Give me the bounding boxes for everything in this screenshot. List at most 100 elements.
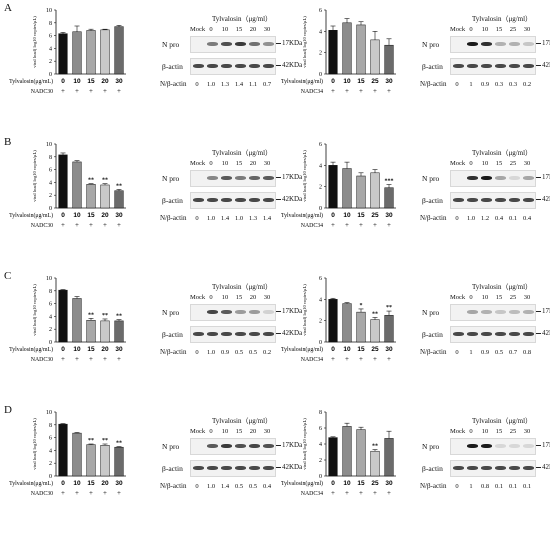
y-tick-label: 10: [46, 410, 52, 416]
n-pro-strip: [450, 304, 536, 321]
y-axis-label: viral load( log10 copies/μL): [32, 418, 37, 470]
marker-tick: [536, 43, 541, 44]
y-tick-label: 8: [49, 21, 52, 27]
y-tick-label: 6: [319, 142, 322, 148]
treatment-plus: +: [359, 489, 363, 497]
treatment-plus: +: [359, 221, 363, 229]
row-label-n-pro: N pro: [422, 40, 440, 49]
marker-tick: [276, 177, 281, 178]
y-tick-label: 8: [319, 410, 322, 416]
bar: [114, 190, 124, 209]
ratio-label: N/β-actin: [160, 214, 187, 222]
beta-actin-band: [494, 332, 506, 336]
ratio-value: 0.9: [480, 81, 490, 88]
marker-tick: [536, 333, 541, 334]
beta-actin-band: [234, 198, 246, 202]
bar: [384, 44, 394, 75]
bar: [328, 165, 338, 209]
x-tick-label: 0: [331, 212, 335, 219]
bar-chart-nadc30: 0 2 4 6 8 10 viral load( log10 copies/μL) 0 +10 +…: [9, 6, 138, 131]
bar-chart-nadc34: 0 2 4 6 viral load( log10 copies/μL) 0 +10 +15 +…: [281, 140, 408, 265]
marker-tick: [276, 65, 281, 66]
ratio-value: 0.5: [248, 349, 258, 356]
y-tick-label: 0: [49, 340, 52, 346]
ratio-value: 0.2: [522, 81, 532, 88]
treatment-plus: +: [61, 489, 65, 497]
lane-label: 20: [249, 26, 257, 33]
dose-label: Tylvalosin(μg/ml): [281, 78, 323, 85]
ratio-value: 0.3: [494, 81, 504, 88]
marker-tick: [536, 177, 541, 178]
blot-title: Tylvalosin（μg/ml）: [472, 149, 533, 157]
marker-42kd: 42KD: [542, 195, 550, 203]
lane-label: 0: [469, 26, 473, 33]
x-tick-label: 0: [331, 346, 335, 353]
significance-label: *: [360, 303, 363, 309]
n-pro-strip: [190, 36, 276, 53]
significance-label: **: [372, 311, 378, 317]
row-label-beta-actin: β-actin: [422, 196, 443, 205]
bar: [356, 175, 366, 209]
beta-actin-band: [248, 466, 260, 470]
marker-tick: [276, 333, 281, 334]
strain-label: NADC30: [31, 89, 53, 95]
y-tick-label: 2: [319, 458, 322, 464]
dose-label: Tylvalosin(μg/ml): [281, 346, 323, 353]
lane-label: Mock: [190, 160, 206, 167]
beta-actin-band: [234, 332, 246, 336]
bar: [384, 187, 394, 209]
ratio-value: 0.3: [508, 81, 518, 88]
treatment-plus: +: [117, 221, 121, 229]
ratio-label: N/β-actin: [160, 482, 187, 490]
bar: [114, 320, 124, 343]
western-blot-nadc30: Tylvalosin（μg/ml） Mock 0 10 15 20 30 N pro 17KDa…: [160, 148, 302, 258]
treatment-plus: +: [387, 221, 391, 229]
treatment-plus: +: [345, 355, 349, 363]
marker-42kd: 42KD: [542, 463, 550, 471]
ratio-value: 1.0: [206, 215, 216, 222]
lane-label: 10: [481, 26, 489, 33]
y-tick-label: 10: [46, 276, 52, 282]
ratio-value: 0.4: [522, 215, 532, 222]
bar: [72, 161, 82, 209]
bar: [72, 31, 82, 75]
n-pro-band: [206, 444, 218, 448]
x-tick-label: 10: [343, 346, 351, 353]
lane-label: Mock: [450, 160, 466, 167]
lane-label: Mock: [190, 294, 206, 301]
x-tick-label: 0: [61, 346, 65, 353]
blot-title: Tylvalosin（μg/ml）: [212, 283, 273, 291]
n-pro-band: [522, 176, 534, 180]
ratio-value: 1.4: [220, 483, 230, 490]
treatment-plus: +: [373, 489, 377, 497]
significance-label: **: [102, 438, 108, 444]
treatment-plus: +: [331, 87, 335, 95]
lane-label: 10: [221, 26, 229, 33]
x-tick-label: 15: [87, 480, 95, 487]
n-pro-band: [206, 310, 218, 314]
beta-actin-band: [480, 198, 492, 202]
x-tick-label: 10: [73, 346, 81, 353]
lane-label: 25: [509, 26, 517, 33]
bar: [86, 184, 96, 209]
treatment-plus: +: [331, 221, 335, 229]
y-tick-label: 8: [49, 423, 52, 429]
y-tick-label: 8: [49, 155, 52, 161]
beta-actin-band: [248, 198, 260, 202]
blot-title: Tylvalosin（μg/ml）: [472, 15, 533, 23]
y-tick-label: 6: [49, 302, 52, 308]
beta-actin-band: [508, 64, 520, 68]
ratio-value: 0.5: [494, 349, 504, 356]
n-pro-band: [494, 310, 506, 314]
lane-label: 30: [263, 294, 271, 301]
beta-actin-band: [494, 64, 506, 68]
y-axis-label: viral load( log10 copies/μL): [302, 418, 307, 470]
n-pro-strip: [190, 438, 276, 455]
bar-chart-nadc34: 0 2 4 6 8 viral load( log10 copies/μL) 0 +10 +15…: [281, 408, 408, 533]
ratio-value: 1.0: [206, 349, 216, 356]
strain-label: NADC34: [301, 357, 323, 363]
lane-label: 0: [209, 428, 213, 435]
y-tick-label: 6: [49, 168, 52, 174]
lane-label: 20: [249, 160, 257, 167]
